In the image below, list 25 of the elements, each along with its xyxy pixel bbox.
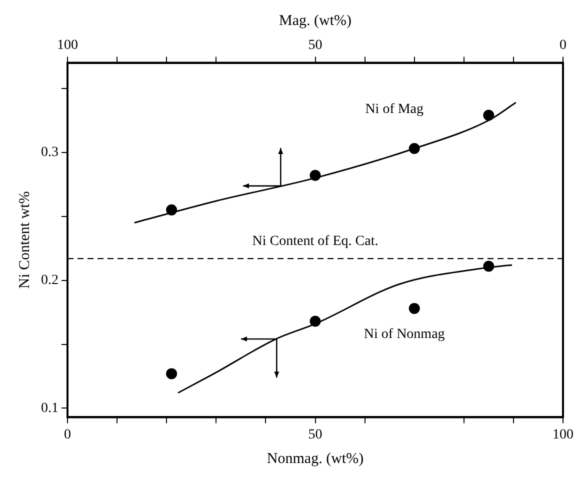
y-tick-label: 0.3	[41, 145, 58, 160]
y-tick-label: 0.1	[41, 400, 58, 416]
y-tick-label: 0.2	[41, 272, 58, 288]
point	[483, 260, 494, 272]
point	[166, 204, 178, 216]
series-label: Ni of Mag	[365, 102, 424, 118]
x-axis-title: Nonmag. (wt%)	[266, 450, 364, 467]
y-axis-title: Ni Content wt%	[16, 191, 33, 289]
x2-axis-title: Mag. (wt%)	[279, 12, 352, 29]
point	[483, 110, 494, 121]
x-tick-label: 50	[308, 427, 322, 442]
point	[408, 143, 420, 154]
point	[310, 316, 321, 327]
series-label: Ni of Nonmag	[364, 327, 445, 342]
point	[166, 368, 178, 380]
line-series	[134, 102, 517, 224]
x-tick-label: 100	[552, 427, 574, 442]
point	[310, 170, 321, 181]
point	[408, 302, 420, 314]
x2-tick-label: 0	[560, 38, 566, 54]
x2-tick-label: 50	[308, 38, 322, 54]
x-tick-label: 0	[64, 427, 71, 442]
x2-tick-label: 100	[57, 38, 78, 54]
ref-line-label: Ni Content of Eq. Cat.	[252, 234, 378, 250]
line-series	[177, 264, 513, 394]
